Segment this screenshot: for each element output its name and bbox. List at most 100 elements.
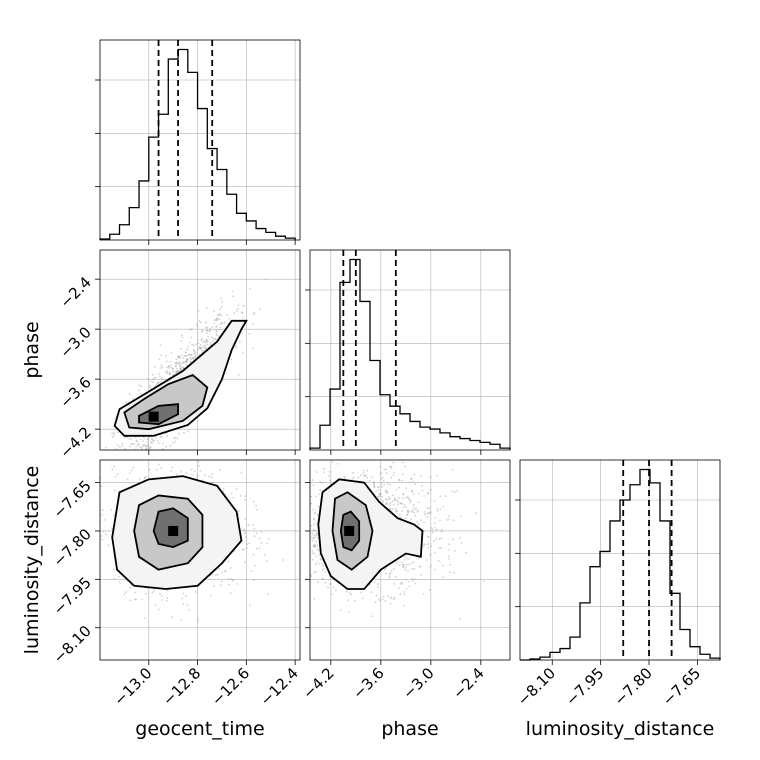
scatter-point <box>382 595 385 598</box>
scatter-point <box>447 555 450 558</box>
scatter-point <box>331 461 334 464</box>
scatter-point <box>184 355 187 357</box>
scatter-point <box>396 509 399 512</box>
scatter-point <box>151 592 154 594</box>
scatter-point <box>384 497 387 500</box>
scatter-point <box>239 340 241 343</box>
scatter-point <box>394 507 397 510</box>
scatter-point <box>114 475 117 478</box>
scatter-point <box>405 563 408 566</box>
scatter-point <box>111 468 114 471</box>
y-tick-label: −4.2 <box>56 423 94 461</box>
scatter-point <box>405 506 407 508</box>
scatter-point <box>387 482 389 485</box>
scatter-point <box>189 360 192 363</box>
scatter-point <box>218 318 221 321</box>
scatter-point <box>177 356 180 359</box>
scatter-point <box>155 383 158 386</box>
scatter-point <box>198 320 201 323</box>
scatter-point <box>219 584 222 587</box>
scatter-point <box>289 555 291 557</box>
scatter-point <box>135 445 138 448</box>
scatter-point <box>386 491 388 494</box>
scatter-point <box>206 343 209 346</box>
scatter-point <box>159 367 162 369</box>
scatter-point <box>176 437 179 440</box>
scatter-point <box>260 531 263 533</box>
scatter-point <box>136 461 138 463</box>
scatter-point <box>418 557 420 560</box>
scatter-point <box>216 334 218 337</box>
scatter-point <box>220 314 222 317</box>
scatter-point <box>105 533 108 536</box>
scatter-point <box>339 608 342 611</box>
scatter-point <box>227 578 230 580</box>
scatter-point <box>314 570 317 573</box>
scatter-point <box>366 477 369 479</box>
scatter-point <box>372 482 375 485</box>
scatter-point <box>401 581 403 584</box>
scatter-point <box>137 462 139 464</box>
scatter-point <box>387 595 389 597</box>
scatter-point <box>127 460 129 462</box>
scatter-point <box>405 487 407 490</box>
scatter-point <box>128 472 131 475</box>
scatter-point <box>70 483 72 485</box>
scatter-point <box>168 365 171 367</box>
scatter-point <box>137 452 139 454</box>
scatter-point <box>409 501 412 504</box>
scatter-point <box>459 617 462 620</box>
scatter-point <box>390 476 393 479</box>
scatter-point <box>144 467 146 469</box>
scatter-point <box>412 561 415 563</box>
scatter-point <box>173 437 175 440</box>
scatter-point <box>89 466 91 468</box>
scatter-point <box>373 486 376 489</box>
scatter-point <box>383 468 386 471</box>
scatter-point <box>396 503 399 506</box>
scatter-point <box>106 470 108 472</box>
scatter-point <box>369 584 371 586</box>
scatter-point <box>407 580 410 583</box>
scatter-point <box>193 357 196 359</box>
scatter-point <box>111 461 113 463</box>
scatter-point <box>169 360 172 363</box>
scatter-point <box>206 332 209 335</box>
scatter-point <box>158 373 160 375</box>
scatter-point <box>402 497 404 500</box>
scatter-point <box>180 354 183 356</box>
scatter-point <box>389 497 391 500</box>
scatter-point <box>142 443 145 446</box>
scatter-point <box>197 309 200 312</box>
scatter-point <box>159 375 161 378</box>
scatter-point <box>314 495 317 498</box>
scatter-point <box>209 594 212 597</box>
scatter-point <box>190 354 192 356</box>
scatter-point <box>111 464 113 466</box>
scatter-point <box>323 568 325 570</box>
x-tick-label: −4.2 <box>299 664 337 702</box>
scatter-point <box>113 489 116 492</box>
scatter-point <box>143 476 146 479</box>
scatter-point <box>310 575 313 577</box>
scatter-point <box>163 378 166 381</box>
scatter-point <box>142 451 144 453</box>
scatter-point <box>285 563 287 565</box>
scatter-point <box>232 579 235 582</box>
scatter-point <box>113 568 115 571</box>
scatter-point <box>418 493 420 495</box>
scatter-point <box>317 581 319 584</box>
scatter-point <box>113 431 116 434</box>
scatter-point <box>209 330 211 332</box>
scatter-point <box>391 494 394 497</box>
scatter-point <box>319 557 322 560</box>
scatter-point <box>418 565 421 568</box>
scatter-point <box>205 326 208 329</box>
scatter-point <box>217 314 220 317</box>
scatter-point <box>192 357 195 360</box>
contour-line <box>152 507 189 549</box>
scatter-point <box>410 477 413 480</box>
scatter-point <box>427 546 430 549</box>
scatter-point <box>160 467 162 470</box>
scatter-point <box>254 564 256 567</box>
